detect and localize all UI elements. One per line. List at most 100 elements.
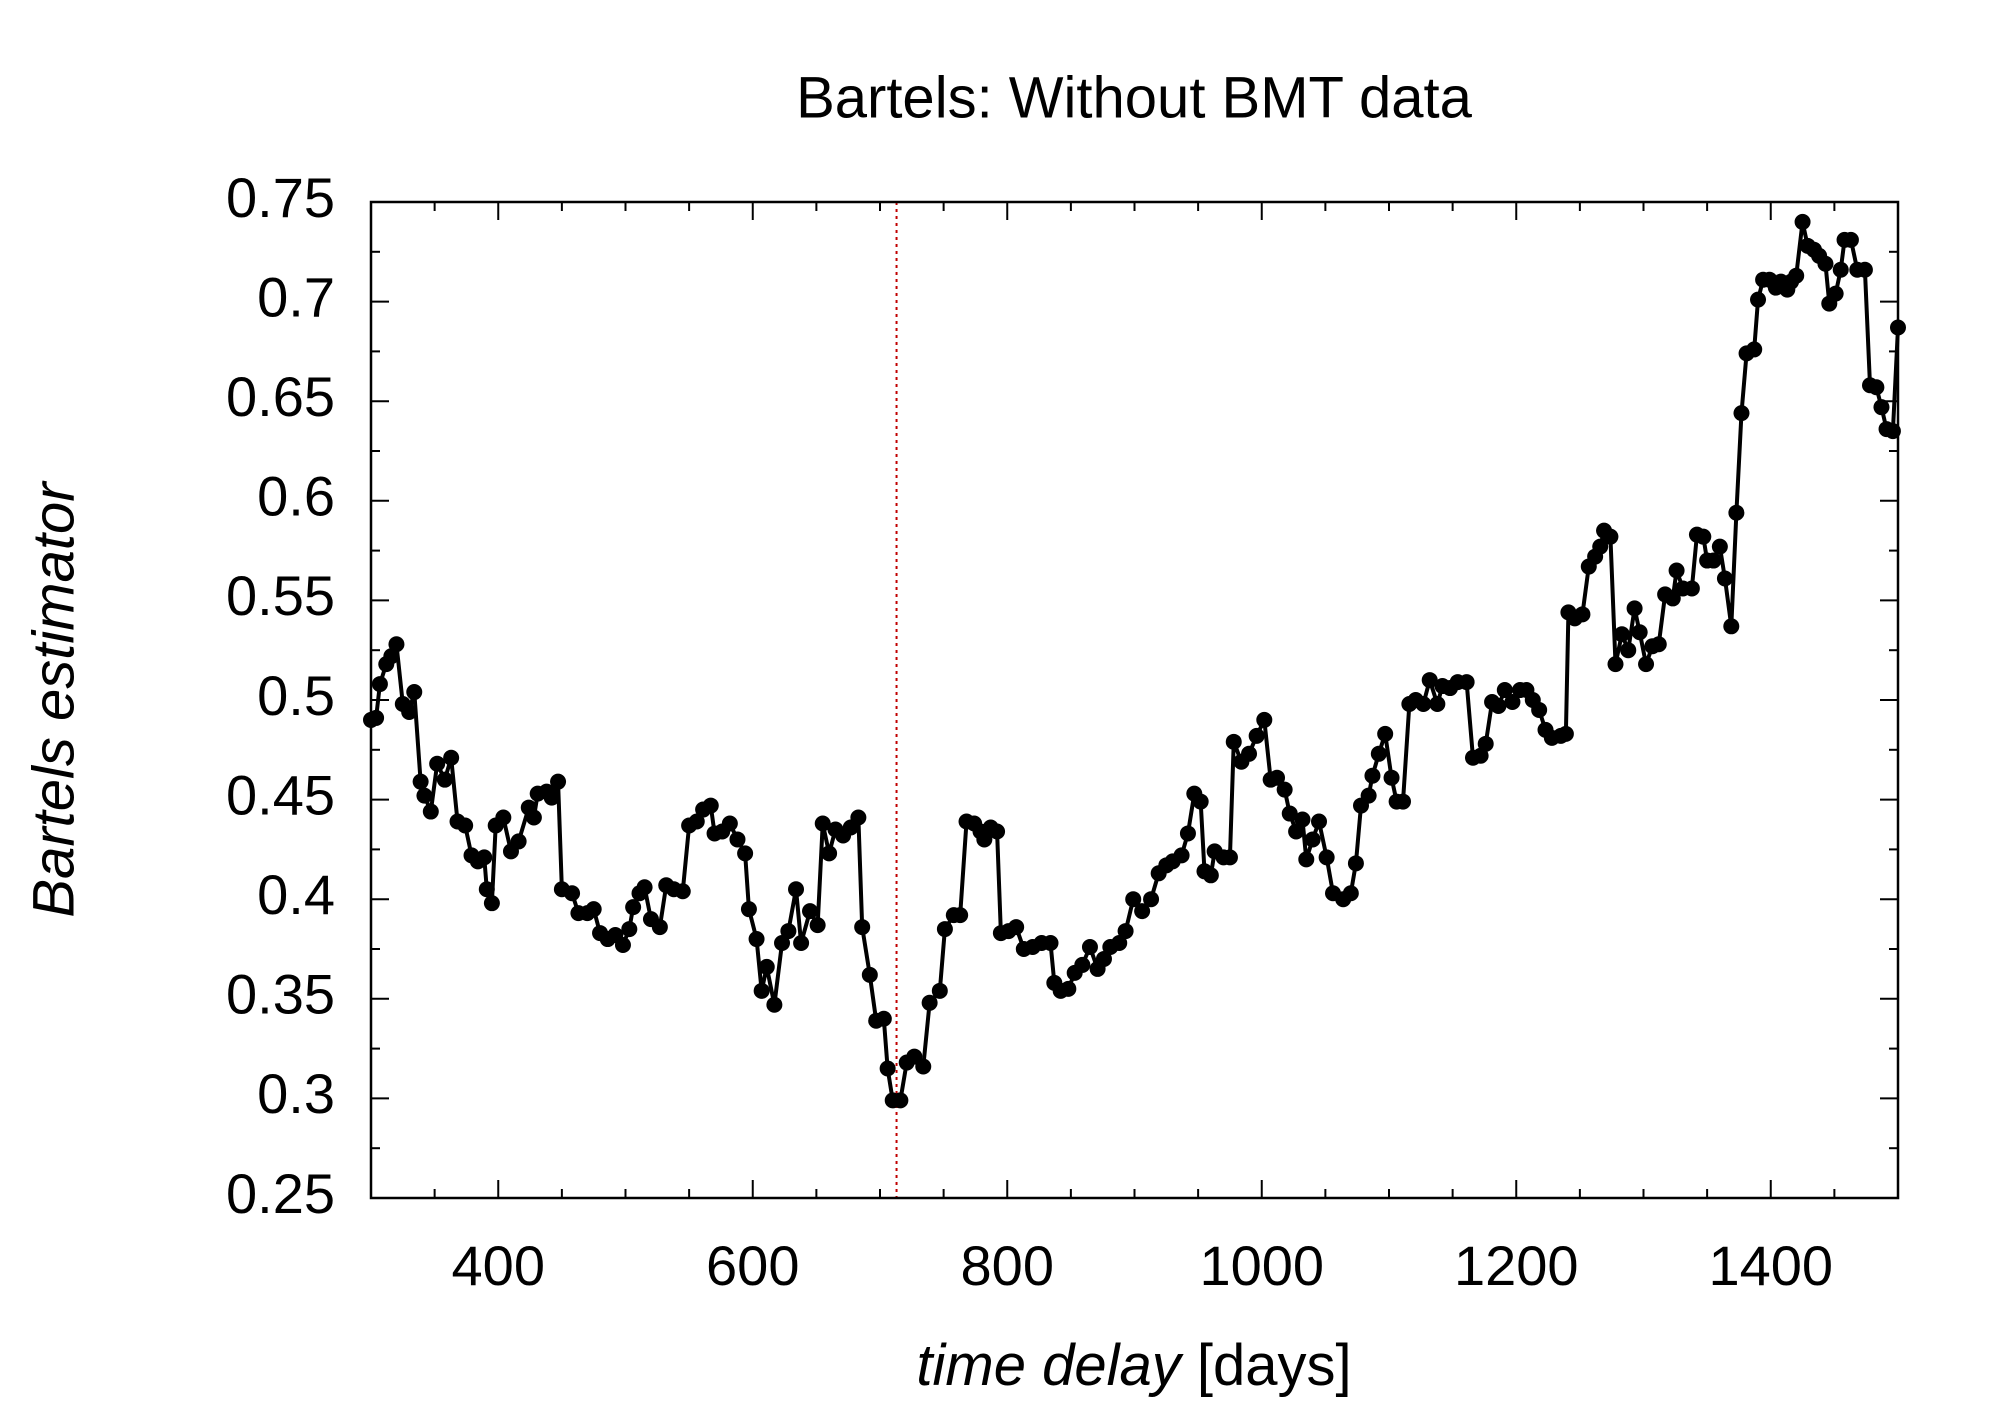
data-point <box>1723 618 1740 635</box>
data-point <box>1607 656 1624 673</box>
data-point <box>729 831 746 848</box>
y-tick-label: 0.65 <box>226 365 335 428</box>
data-point <box>1111 935 1128 952</box>
data-point <box>1472 747 1489 764</box>
data-point <box>1347 855 1364 872</box>
data-point <box>1650 636 1667 653</box>
data-point <box>1683 580 1700 597</box>
data-point <box>625 899 642 916</box>
data-point <box>1143 891 1160 908</box>
data-point <box>510 833 527 850</box>
data-point <box>674 883 691 900</box>
data-point <box>614 937 631 954</box>
data-point <box>1884 423 1901 440</box>
data-point <box>651 919 668 936</box>
data-point <box>1716 570 1733 587</box>
data-point <box>921 994 938 1011</box>
data-point <box>416 787 433 804</box>
data-point <box>406 684 423 701</box>
data-point <box>814 815 831 832</box>
data-point <box>1890 319 1906 336</box>
y-tick-label: 0.75 <box>226 166 335 229</box>
data-point <box>383 648 400 665</box>
data-point <box>550 773 567 790</box>
data-point <box>780 923 797 940</box>
data-point <box>1125 891 1142 908</box>
series-line <box>370 219 1900 1103</box>
data-point <box>443 749 460 766</box>
data-point <box>748 931 765 948</box>
data-point <box>429 755 446 772</box>
data-point <box>1638 656 1655 673</box>
data-point <box>1750 291 1767 308</box>
data-point <box>478 881 495 898</box>
data-point <box>976 831 993 848</box>
data-point <box>1873 399 1890 416</box>
data-point <box>1827 285 1844 302</box>
data-point <box>721 815 738 832</box>
data-point <box>564 885 581 902</box>
data-point <box>1504 693 1521 710</box>
data-point <box>1794 213 1811 230</box>
data-point <box>1531 701 1548 718</box>
data-point <box>483 895 500 912</box>
data-point <box>1042 935 1059 952</box>
data-point <box>1134 903 1151 920</box>
data-point <box>1592 538 1609 555</box>
data-point <box>1281 805 1298 822</box>
data-point <box>1490 697 1507 714</box>
data-point <box>1695 528 1712 545</box>
data-point <box>1728 504 1745 521</box>
data-point <box>1276 781 1293 798</box>
data-point <box>1294 811 1311 828</box>
data-point <box>1008 919 1025 936</box>
x-tick-label: 1200 <box>1454 1234 1579 1297</box>
x-tick-label: 1000 <box>1199 1234 1324 1297</box>
data-point <box>543 789 560 806</box>
data-point <box>1173 847 1190 864</box>
data-point <box>1383 769 1400 786</box>
data-point <box>1574 606 1591 623</box>
data-point <box>1668 562 1685 579</box>
data-point <box>476 849 493 866</box>
data-point <box>758 958 775 975</box>
data-point <box>401 703 418 720</box>
data-point <box>1631 624 1648 641</box>
x-axis-label-italic: time delay <box>916 1333 1183 1398</box>
y-axis-label: Bartels estimator <box>21 480 86 918</box>
data-point <box>1817 255 1834 272</box>
data-point <box>371 676 388 693</box>
data-point <box>1664 590 1681 607</box>
data-point <box>1360 787 1377 804</box>
data-point <box>1620 642 1637 659</box>
data-point <box>809 917 826 934</box>
data-point <box>766 996 783 1013</box>
data-point <box>774 935 791 952</box>
data-point <box>1225 733 1242 750</box>
data-point <box>1117 923 1134 940</box>
data-point <box>1458 674 1475 691</box>
data-point <box>1832 261 1849 278</box>
data-point <box>457 817 474 834</box>
y-tick-label: 0.7 <box>257 265 335 328</box>
data-point <box>1377 725 1394 742</box>
data-point <box>1705 552 1722 569</box>
x-axis-label-unit: [days] <box>1197 1333 1352 1398</box>
data-point <box>915 1058 932 1075</box>
y-tick-label: 0.6 <box>257 465 335 528</box>
data-point <box>422 803 439 820</box>
data-point <box>1081 939 1098 956</box>
data-point <box>1477 735 1494 752</box>
chart-title: Bartels: Without BMT data <box>796 65 1473 130</box>
y-tick-label: 0.4 <box>257 863 335 926</box>
data-point <box>1179 825 1196 842</box>
data-point <box>1311 813 1328 830</box>
data-point <box>495 809 512 826</box>
data-point <box>702 797 719 814</box>
data-point <box>850 809 867 826</box>
data-point <box>1318 849 1335 866</box>
data-point <box>936 921 953 938</box>
data-point <box>989 823 1006 840</box>
y-tick-label: 0.35 <box>226 963 335 1026</box>
data-point <box>1415 695 1432 712</box>
